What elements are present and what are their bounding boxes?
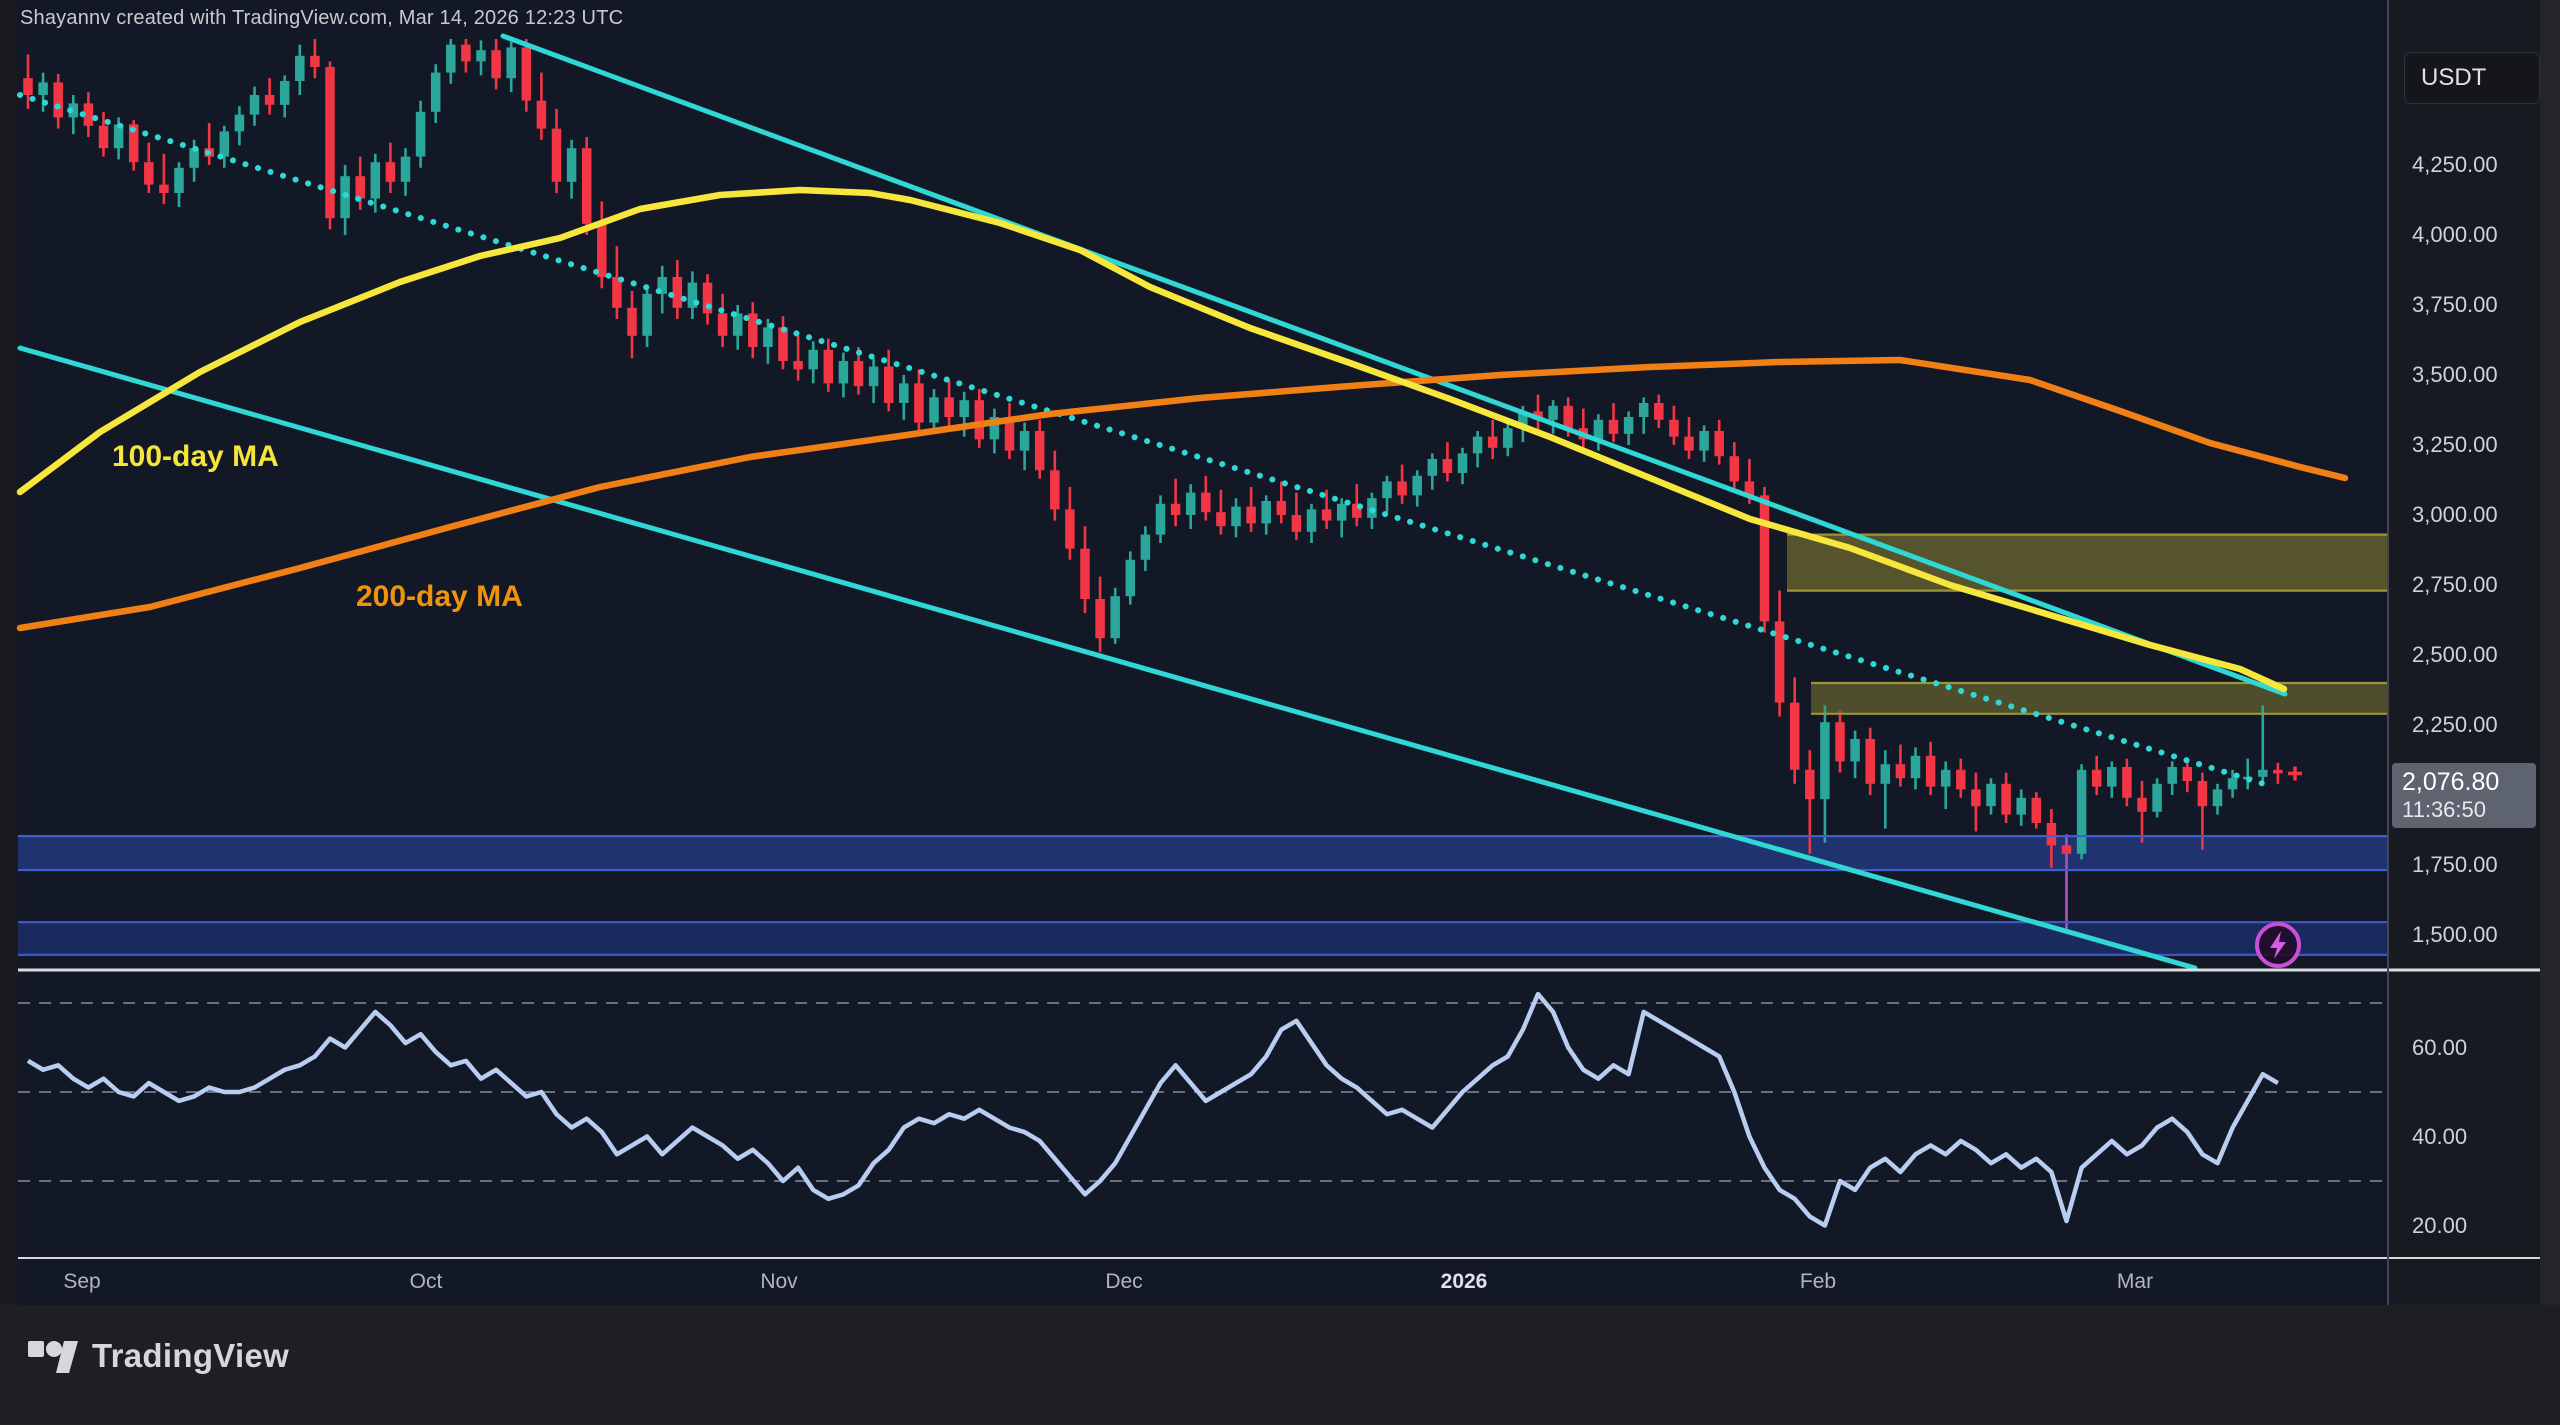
price-axis-label: 3,250.00 (2412, 432, 2498, 457)
tradingview-logo-text: TradingView (92, 1337, 290, 1374)
last-price-value: 2,076.80 (2402, 768, 2500, 796)
time-axis-label: Nov (760, 1270, 798, 1293)
time-axis[interactable]: Sep Oct Nov Dec 2026 Feb Mar (0, 1262, 2540, 1305)
support-zone-lower (18, 922, 2388, 955)
time-axis-label: Sep (63, 1270, 101, 1293)
price-axis-label: 1,750.00 (2412, 852, 2498, 877)
tradingview-logo[interactable]: TradingView (28, 1335, 289, 1377)
attribution-text: Shayannv created with TradingView.com, M… (20, 7, 624, 29)
ma100-line[interactable] (16, 186, 2288, 693)
last-price-tag: 2,076.80 11:36:50 (2392, 763, 2536, 829)
rsi-axis-label: 40.00 (2412, 1123, 2468, 1149)
price-axis-label: 1,500.00 (2412, 922, 2498, 947)
price-axis-label: 2,750.00 (2412, 572, 2498, 597)
price-axis-label: 2,500.00 (2412, 642, 2498, 667)
price-axis-label: 3,750.00 (2412, 292, 2498, 317)
time-axis-label: Oct (409, 1270, 443, 1293)
tradingview-logo-icon (28, 1341, 78, 1373)
rsi-axis[interactable]: 60.00 40.00 20.00 (2390, 970, 2540, 1260)
time-axis-label: 2026 (1440, 1270, 1488, 1293)
rsi-line[interactable] (26, 991, 2280, 1228)
last-price-countdown: 11:36:50 (2402, 796, 2487, 822)
last-price-marker (2288, 766, 2302, 781)
price-axis-label: 4,000.00 (2412, 222, 2498, 247)
bottom-bar: TradingView (0, 1305, 2560, 1425)
time-axis-label: Dec (1105, 1270, 1143, 1293)
price-axis-label: 3,000.00 (2412, 502, 2498, 527)
ma200-line[interactable] (16, 356, 2349, 632)
resistance-zone-lower (1811, 683, 2388, 714)
quote-currency-chip: USDT (2404, 52, 2540, 104)
ma200-label: 200-day MA (356, 580, 523, 613)
support-zone-upper (18, 836, 2388, 871)
time-axis-label: Mar (2116, 1270, 2154, 1293)
time-axis-label: Feb (1799, 1270, 1837, 1293)
channel-midline-dotted[interactable] (17, 92, 2267, 787)
price-axis-label: 2,250.00 (2412, 712, 2498, 737)
flash-lightning-icon[interactable] (2252, 919, 2304, 971)
price-axis-label: 3,500.00 (2412, 362, 2498, 387)
channel-line-upper[interactable] (500, 33, 2288, 697)
ma100-label: 100-day MA (112, 440, 279, 473)
candlestick-series (23, 39, 2283, 934)
channel-line-lower[interactable] (17, 345, 2198, 971)
price-axis[interactable]: 4,250.00 4,000.00 3,750.00 3,500.00 3,250.00… (2390, 0, 2540, 970)
rsi-axis-label: 20.00 (2412, 1212, 2468, 1238)
price-axis-label: 4,250.00 (2412, 152, 2498, 177)
rsi-axis-label: 60.00 (2412, 1034, 2468, 1060)
